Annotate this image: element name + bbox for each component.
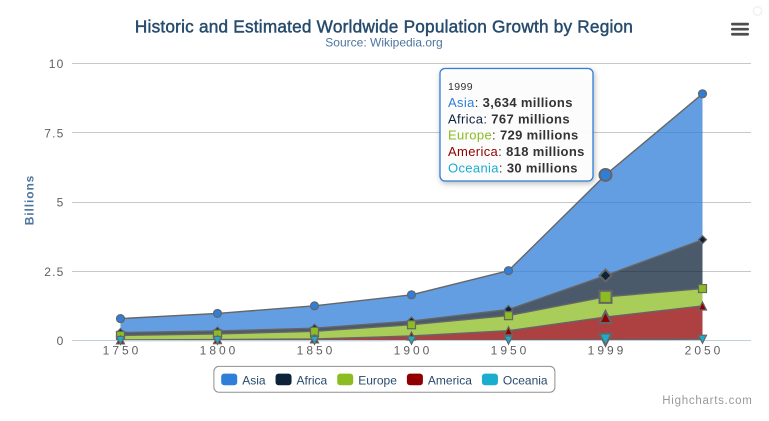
svg-text:1999: 1999 — [448, 81, 473, 93]
svg-text:2.5: 2.5 — [44, 265, 64, 279]
svg-text:Africa: Africa — [297, 373, 328, 387]
svg-text:Asia: 3,634 millions: Asia: 3,634 millions — [448, 95, 573, 110]
svg-text:Billions: Billions — [22, 175, 36, 226]
svg-text:0: 0 — [57, 334, 65, 348]
svg-text:Historic and Estimated Worldwi: Historic and Estimated Worldwide Populat… — [135, 17, 633, 37]
svg-text:Europe: Europe — [358, 373, 397, 387]
svg-text:Oceania: 30 millions: Oceania: 30 millions — [448, 160, 578, 175]
svg-text:7.5: 7.5 — [44, 126, 64, 140]
svg-text:1999: 1999 — [588, 343, 627, 357]
svg-text:America: 818 millions: America: 818 millions — [448, 144, 585, 159]
svg-text:America: America — [428, 373, 472, 387]
svg-text:Source: Wikipedia.org: Source: Wikipedia.org — [325, 36, 442, 50]
svg-text:1750: 1750 — [103, 343, 142, 357]
svg-text:5: 5 — [57, 196, 65, 210]
svg-text:Oceania: Oceania — [503, 373, 548, 387]
svg-text:Europe: 729 millions: Europe: 729 millions — [448, 128, 579, 143]
svg-text:2050: 2050 — [685, 343, 724, 357]
svg-text:Highcharts.com: Highcharts.com — [662, 395, 752, 407]
svg-text:1800: 1800 — [200, 343, 239, 357]
svg-text:1850: 1850 — [297, 343, 336, 357]
svg-text:1900: 1900 — [394, 343, 433, 357]
svg-text:Asia: Asia — [242, 373, 266, 387]
svg-text:1950: 1950 — [491, 343, 530, 357]
svg-text:10: 10 — [49, 57, 65, 71]
svg-text:Africa: 767 millions: Africa: 767 millions — [448, 111, 570, 126]
